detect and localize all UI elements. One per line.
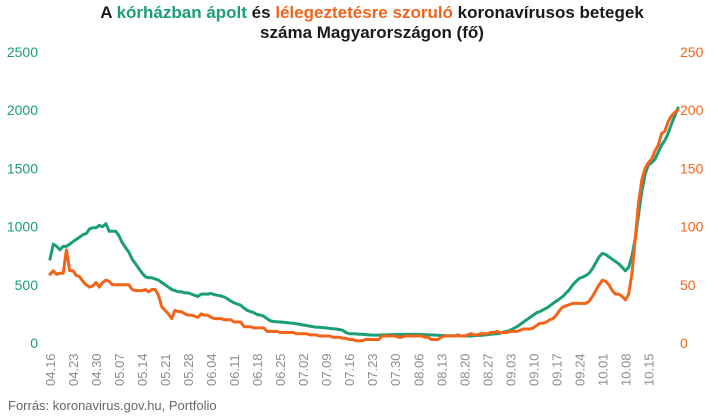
x-tick-label: 05.14 [135,353,150,386]
x-tick-label: 09.24 [572,353,587,386]
left-y-tick-label: 1500 [7,160,38,176]
series-line-ventilated [48,108,680,343]
left-y-tick-label: 2500 [7,44,38,60]
x-tick-label: 07.02 [296,353,311,386]
x-tick-label: 05.28 [181,353,196,386]
x-tick-label: 10.08 [618,353,633,386]
x-tick-label: 04.23 [66,353,81,386]
x-tick-label: 08.06 [411,353,426,386]
x-tick-label: 10.01 [595,353,610,386]
x-axis: 04.16 04.23 04.30 05.07 05.14 05.21 05.28 06.04… [43,353,656,386]
series-line-hospitalized [48,106,680,338]
x-tick-label: 07.30 [388,353,403,386]
left-y-axis: 0 500 1000 1500 2000 2500 [7,44,38,351]
chart-title-line-2: száma Magyarországon (fő) [260,23,484,42]
series-layer [48,106,680,343]
x-tick-label: 07.16 [342,353,357,386]
x-tick-label: 08.13 [434,353,449,386]
right-y-tick-label: 0 [680,335,688,351]
right-y-tick-label: 150 [680,160,704,176]
right-y-tick-label: 250 [680,44,704,60]
x-tick-label: 06.11 [227,354,242,386]
source-note: Forrás: koronavirus.gov.hu, Portfolio [8,398,217,413]
x-tick-label: 09.10 [526,353,541,386]
x-tick-label: 07.23 [365,353,380,386]
right-y-tick-label: 100 [680,219,704,235]
title-part-hospitalized: kórházban ápolt [117,3,248,22]
left-y-tick-label: 2000 [7,102,38,118]
x-tick-label: 08.20 [457,353,472,386]
chart-title-line-1: A kórházban ápolt és lélegeztetésre szor… [100,3,644,22]
title-part: és [247,3,275,22]
left-y-tick-label: 0 [30,335,38,351]
right-y-tick-label: 200 [680,102,704,118]
left-y-tick-label: 500 [15,277,39,293]
title-part: koronavírusos betegek [453,3,644,22]
x-tick-label: 10.15 [641,353,656,386]
x-tick-label: 09.17 [549,353,564,386]
x-tick-label: 06.18 [250,353,265,386]
right-y-axis: 0 50 100 150 200 250 [680,44,704,351]
left-y-tick-label: 1000 [7,219,38,235]
x-tick-label: 08.27 [480,353,495,386]
x-tick-label: 04.16 [43,353,58,386]
x-tick-label: 05.07 [112,353,127,386]
title-part-ventilated: lélegeztetésre szoruló [275,3,453,22]
x-tick-label: 07.09 [319,353,334,386]
x-tick-label: 09.03 [503,353,518,386]
x-tick-label: 04.30 [89,353,104,386]
x-tick-label: 06.04 [204,353,219,386]
title-part: A [100,3,116,22]
x-tick-label: 06.25 [273,353,288,386]
x-tick-label: 05.21 [158,353,173,386]
right-y-tick-label: 50 [680,277,696,293]
